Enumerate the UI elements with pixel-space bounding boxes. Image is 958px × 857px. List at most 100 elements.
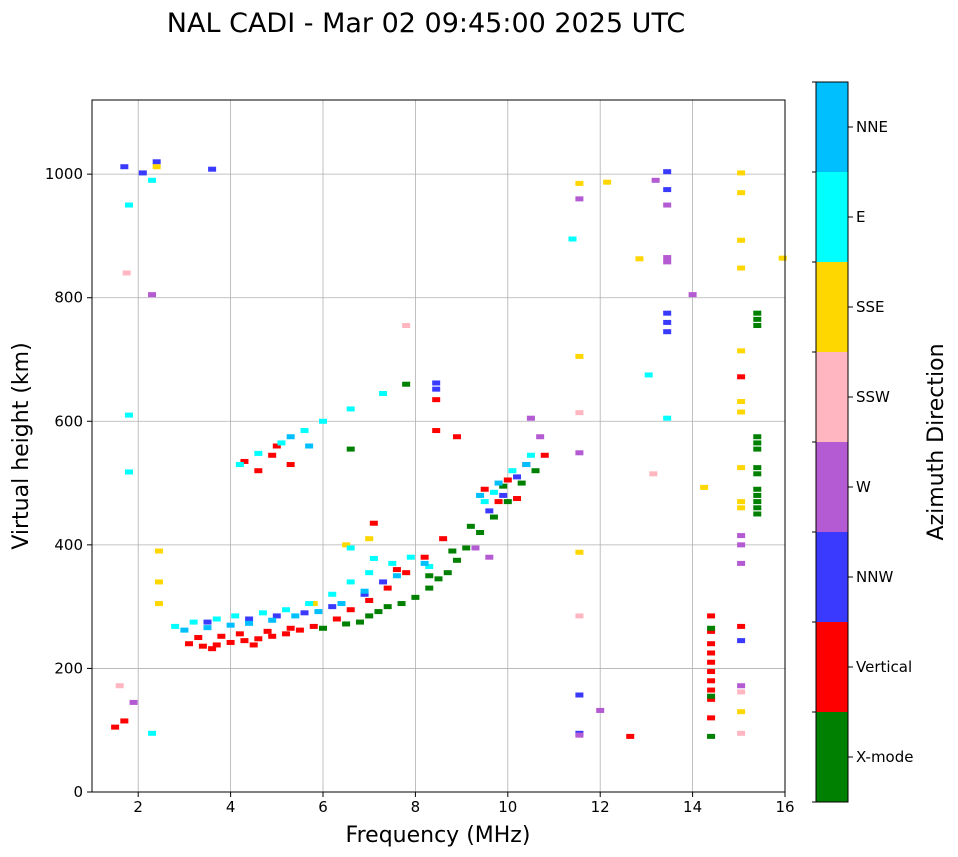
colorbar-tick-label: E (856, 208, 865, 226)
data-point (346, 446, 355, 452)
x-tick-label: 14 (683, 798, 702, 816)
data-point (314, 609, 323, 615)
data-point (355, 619, 364, 625)
data-point (513, 496, 522, 502)
data-point (411, 594, 420, 600)
data-point (120, 718, 129, 724)
data-point (663, 259, 672, 265)
data-point (737, 374, 746, 380)
data-point (737, 560, 746, 566)
data-point (452, 434, 461, 440)
data-point (383, 585, 392, 591)
colorbar-segment (816, 172, 848, 262)
data-point (309, 623, 318, 629)
data-point (432, 397, 441, 403)
data-point (753, 505, 762, 511)
series-sse (152, 164, 787, 715)
data-point (575, 196, 584, 202)
colorbar-tick-label: NNE (856, 118, 888, 136)
data-point (753, 434, 762, 440)
data-point (217, 633, 226, 639)
data-point (346, 607, 355, 613)
data-point (462, 545, 471, 551)
data-point (111, 724, 120, 730)
data-point (254, 450, 263, 456)
data-point (360, 591, 369, 597)
colorbar-tick-label: SSE (856, 298, 885, 316)
data-point (379, 579, 388, 585)
data-point (369, 555, 378, 561)
data-point (778, 255, 787, 261)
data-point (425, 585, 434, 591)
data-point (522, 462, 531, 468)
data-point (282, 607, 291, 613)
data-point (342, 621, 351, 627)
data-point (194, 635, 203, 641)
data-point (753, 465, 762, 471)
data-point (707, 693, 716, 699)
data-point (420, 560, 429, 566)
data-point (365, 613, 374, 619)
data-point (124, 412, 133, 418)
data-point (476, 492, 485, 498)
x-axis-label: Frequency (MHz) (346, 823, 531, 848)
data-point (700, 484, 709, 490)
data-point (388, 560, 397, 566)
data-point (432, 380, 441, 386)
colorbar-segment (816, 622, 848, 712)
series-x-mode (319, 310, 762, 739)
data-point (635, 256, 644, 262)
colorbar-tick-label: X-mode (856, 748, 913, 766)
data-point (737, 638, 746, 644)
x-tick-label: 4 (226, 798, 236, 816)
data-point (663, 202, 672, 208)
y-tick-label: 400 (54, 536, 83, 554)
data-point (332, 616, 341, 622)
data-point (392, 567, 401, 573)
data-point (305, 601, 314, 607)
data-point (663, 319, 672, 325)
data-point (649, 471, 658, 477)
x-tick-label: 12 (591, 798, 610, 816)
data-point (434, 576, 443, 582)
data-point (268, 617, 277, 623)
data-point (379, 390, 388, 396)
series-ssw (115, 270, 746, 736)
data-point (737, 505, 746, 511)
data-point (226, 639, 235, 645)
data-point (203, 625, 212, 631)
data-point (402, 381, 411, 387)
data-point (663, 169, 672, 175)
x-axis-ticks: 2 4 6 8 10 12 14 16 (133, 792, 795, 816)
data-point (282, 631, 291, 637)
data-point (432, 428, 441, 434)
data-point (707, 715, 716, 721)
data-point (575, 180, 584, 186)
data-point (198, 643, 207, 649)
data-point (480, 486, 489, 492)
colorbar-frame (815, 81, 849, 803)
data-point (346, 579, 355, 585)
data-point (272, 443, 281, 449)
data-point (499, 483, 508, 489)
x-tick-label: 16 (775, 798, 794, 816)
data-point (707, 650, 716, 656)
data-point (365, 597, 374, 603)
data-point (737, 683, 746, 689)
series-e (124, 177, 672, 736)
data-point (171, 623, 180, 629)
data-point (254, 636, 263, 642)
data-point (369, 520, 378, 526)
data-point (536, 434, 545, 440)
data-point (737, 399, 746, 405)
data-point (452, 557, 461, 563)
data-point (494, 480, 503, 486)
data-point (328, 604, 337, 610)
data-point (365, 570, 374, 576)
data-point (737, 237, 746, 243)
data-point (226, 622, 235, 628)
data-point (575, 692, 584, 698)
data-point (753, 446, 762, 452)
data-point (268, 452, 277, 458)
data-point (489, 514, 498, 520)
